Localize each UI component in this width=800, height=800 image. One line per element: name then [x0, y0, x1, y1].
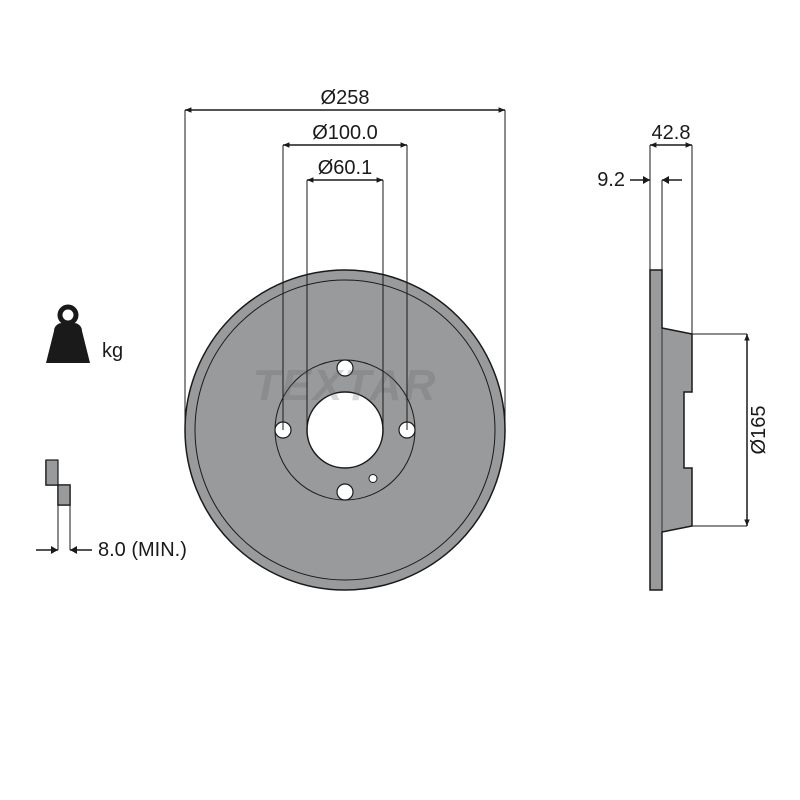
dim-overall-width: 42.8 [652, 122, 691, 144]
side-view [650, 270, 692, 590]
dim-min-thickness: 8.0 (MIN.) [98, 539, 187, 561]
weight-indicator: 3.5 kg [46, 307, 123, 363]
dim-bolt-circle: Ø100.0 [312, 122, 378, 144]
watermark: TEXTAR [253, 361, 438, 410]
weight-unit: kg [102, 340, 123, 362]
weight-value: 3.5 [54, 336, 82, 358]
dim-center-bore: Ø60.1 [318, 157, 372, 179]
dim-hub-diameter: Ø165 [748, 406, 770, 455]
min-thickness: 8.0 (MIN.) [36, 460, 187, 561]
dim-outer-diameter: Ø258 [321, 87, 370, 109]
dim-disc-thickness: 9.2 [597, 169, 625, 191]
front-view: TEXTAR [185, 270, 505, 590]
